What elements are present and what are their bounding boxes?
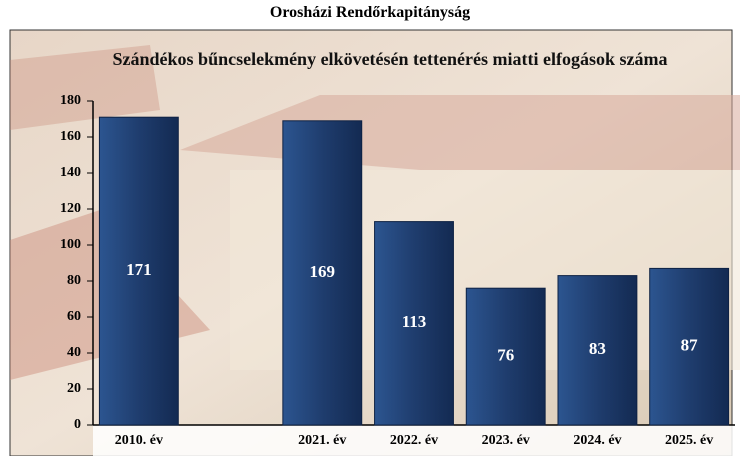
x-tick-label: 2025. év [665, 433, 713, 448]
x-tick-label: 2023. év [482, 433, 530, 448]
x-tick-label: 2022. év [390, 433, 438, 448]
y-tick-label: 160 [60, 129, 81, 144]
value-label: 76 [497, 346, 514, 365]
y-tick-label: 140 [60, 165, 81, 180]
x-tick-label: 2024. év [573, 433, 621, 448]
value-label: 171 [126, 260, 152, 279]
y-tick-label: 100 [60, 237, 81, 252]
y-tick-label: 40 [67, 345, 81, 360]
value-label: 113 [402, 312, 427, 331]
x-tick-label: 2021. év [298, 433, 346, 448]
value-label: 169 [310, 262, 336, 281]
y-tick-label: 180 [60, 93, 81, 108]
page: 0 20 40 60 80 100 120 140 160 180 2010. év 171 2021.… [0, 0, 740, 456]
y-tick-label: 20 [67, 381, 81, 396]
chart-title: Szándékos bűncselekmény elkövetésén tett… [110, 48, 670, 70]
y-tick-label: 0 [74, 417, 81, 432]
y-tick-label: 120 [60, 201, 81, 216]
value-label: 87 [681, 336, 699, 355]
x-tick-label: 2010. év [115, 433, 163, 448]
y-tick-label: 60 [67, 309, 81, 324]
value-label: 83 [589, 339, 606, 358]
y-tick-label: 80 [67, 273, 81, 288]
page-title: Orosházi Rendőrkapitányság [0, 4, 740, 22]
